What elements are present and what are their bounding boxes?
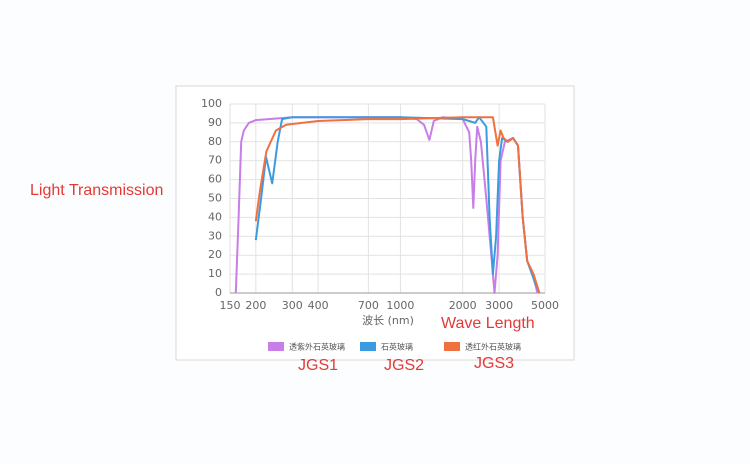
y-tick-label: 40 bbox=[208, 210, 222, 223]
annotation: JGS2 bbox=[384, 357, 424, 374]
y-tick-label: 80 bbox=[208, 135, 222, 148]
line bbox=[254, 116, 541, 294]
x-tick-label: 5000 bbox=[531, 299, 559, 312]
annotation: JGS1 bbox=[298, 357, 338, 374]
legend-label: 透紫外石英玻璃 bbox=[289, 342, 345, 352]
y-tick-label: 90 bbox=[208, 116, 222, 129]
legend-swatch bbox=[444, 342, 460, 351]
y-tick-label: 50 bbox=[208, 192, 222, 205]
x-tick-label: 700 bbox=[358, 299, 379, 312]
x-tick-label: 400 bbox=[308, 299, 329, 312]
y-tick-label: 70 bbox=[208, 154, 222, 167]
chart-frame bbox=[175, 85, 575, 361]
annotation: Light Transmission bbox=[30, 182, 163, 199]
y-tick-label: 10 bbox=[208, 267, 222, 280]
annotation: Wave Length bbox=[441, 315, 535, 332]
x-tick-label: 150 bbox=[220, 299, 241, 312]
x-tick-label: 200 bbox=[245, 299, 266, 312]
x-tick-label: 300 bbox=[282, 299, 303, 312]
legend-swatch bbox=[360, 342, 376, 351]
y-tick-label: 0 bbox=[215, 286, 222, 299]
legend-label: 透红外石英玻璃 bbox=[465, 342, 521, 352]
x-tick-label: 1000 bbox=[386, 299, 414, 312]
y-tick-label: 100 bbox=[201, 97, 222, 110]
x-tick-label: 3000 bbox=[485, 299, 513, 312]
legend-swatch bbox=[268, 342, 284, 351]
x-axis-label: 波长 (nm) bbox=[362, 314, 414, 327]
annotation: JGS3 bbox=[474, 355, 514, 372]
y-tick-label: 20 bbox=[208, 248, 222, 261]
y-tick-label: 30 bbox=[208, 229, 222, 242]
x-tick-label: 2000 bbox=[449, 299, 477, 312]
legend-label: 石英玻璃 bbox=[381, 342, 413, 352]
y-tick-label: 60 bbox=[208, 173, 222, 186]
